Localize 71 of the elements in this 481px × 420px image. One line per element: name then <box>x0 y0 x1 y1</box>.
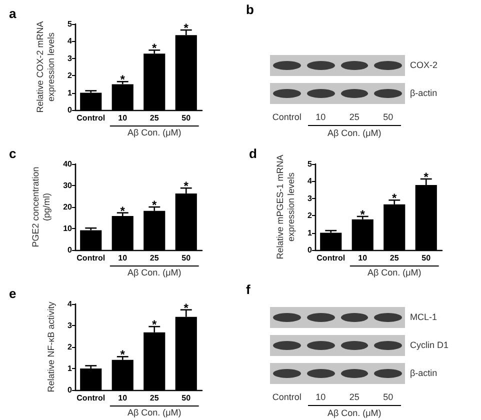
annotation: * <box>392 191 398 206</box>
annotation: * <box>184 179 189 194</box>
x-tick-label: 25 <box>150 114 160 122</box>
x-tick-label: Control <box>316 254 346 262</box>
y-tick-label: 30 <box>63 181 73 190</box>
text: COX-2 <box>410 60 438 70</box>
chart-title: d <box>249 146 257 161</box>
annotation: * <box>120 72 126 87</box>
y-tick-label: 0 <box>68 106 73 114</box>
y-tick-label: 1 <box>68 364 73 373</box>
annotation: * <box>152 41 158 56</box>
annotation: * <box>184 21 189 36</box>
y-tick-label: 3 <box>308 194 313 203</box>
y-tick-label: 1 <box>308 228 313 238</box>
y-tick-label: 0 <box>68 386 73 394</box>
y-tick-label: 2 <box>68 71 73 80</box>
text: Aβ Con. (μM) <box>327 128 382 138</box>
annotation: * <box>120 204 126 218</box>
y-tick-label: 3 <box>68 54 73 63</box>
text: β-actin <box>410 88 438 98</box>
x-tick-label: 25 <box>150 394 160 402</box>
x-tick-label: 10 <box>118 114 128 122</box>
y-tick-label: 4 <box>308 176 313 186</box>
chart-title: e <box>9 286 16 301</box>
x-axis-title: Aβ Con. (μM) <box>127 268 182 278</box>
x-tick-label: 50 <box>422 254 432 262</box>
y-tick-label: 4 <box>68 36 73 46</box>
x-tick-label: 50 <box>182 254 192 262</box>
x-tick-label: Control <box>76 254 106 262</box>
x-tick-label: 50 <box>182 394 192 402</box>
y-tick-label: 10 <box>63 224 73 233</box>
x-tick-label: 50 <box>182 114 192 122</box>
text: MCL-1 <box>410 312 438 322</box>
annotation: * <box>360 207 366 222</box>
x-axis-title: Aβ Con. (μM) <box>127 128 182 138</box>
annotation: * <box>120 348 126 362</box>
x-tick-label: 25 <box>150 254 160 262</box>
y-tick-label: 3 <box>68 321 73 330</box>
y-tick-label: 5 <box>68 20 73 28</box>
y-tick-label: 1 <box>68 88 73 98</box>
x-tick-label: Control <box>76 114 106 122</box>
y-tick-label: 2 <box>308 211 313 220</box>
y-tick-label: 40 <box>63 160 73 168</box>
y-tick-label: 5 <box>308 160 313 168</box>
text: b <box>246 2 254 17</box>
y-axis-title: Relative COX-2 mRNA expression levels <box>35 21 56 113</box>
x-tick-label: 10 <box>118 394 128 402</box>
x-axis-title: Aβ Con. (μM) <box>367 268 422 278</box>
x-tick-label: 10 <box>118 254 128 262</box>
chart-title: c <box>9 146 16 161</box>
x-tick-label: 10 <box>358 254 368 262</box>
text: Aβ Con. (μM) <box>327 408 382 418</box>
annotation: * <box>184 300 189 315</box>
y-tick-label: 0 <box>308 246 313 254</box>
annotation: * <box>152 198 158 212</box>
y-axis-title: Relative mPGES-1 mRNA expression levels <box>275 154 296 260</box>
x-tick-label: Control <box>76 394 106 402</box>
y-tick-label: 0 <box>68 246 73 254</box>
x-axis-title: Aβ Con. (μM) <box>127 408 182 418</box>
text: β-actin <box>410 368 438 378</box>
annotation: * <box>424 170 429 184</box>
y-tick-label: 4 <box>68 300 73 308</box>
annotation: * <box>152 318 158 332</box>
y-axis-title: PGE2 concentration (pg/ml) <box>30 166 52 248</box>
text: Cyclin D1 <box>410 340 449 350</box>
text: f <box>246 282 250 297</box>
y-tick-label: 20 <box>63 202 73 212</box>
x-tick-label: 25 <box>390 254 400 262</box>
chart-title: a <box>9 6 17 21</box>
y-tick-label: 2 <box>68 342 73 352</box>
y-axis-title: Relative NF-κB activity <box>46 301 56 392</box>
